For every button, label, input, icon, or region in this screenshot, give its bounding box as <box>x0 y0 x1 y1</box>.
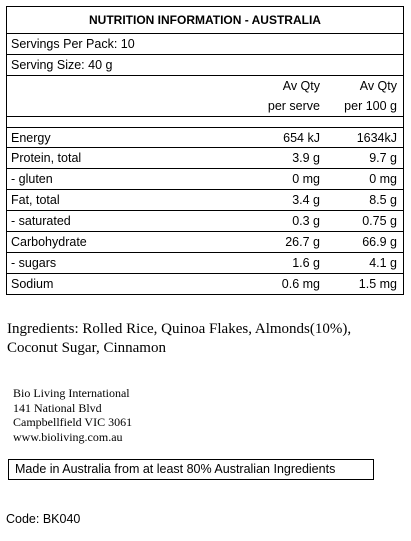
nutrient-name: - saturated <box>11 214 71 228</box>
ingredients-line: Ingredients: Rolled Rice, Quinoa Flakes,… <box>7 321 352 337</box>
nutrient-name: - sugars <box>11 256 57 270</box>
table-row: Energy 654 kJ 1634kJ <box>7 127 403 148</box>
per-serve-value: 1.6 g <box>292 256 320 270</box>
nutrient-name: Sodium <box>11 277 54 291</box>
header-per-100g-line2: per 100 g <box>344 99 397 113</box>
per-100g-value: 8.5 g <box>369 193 397 207</box>
per-100g-value: 9.7 g <box>369 151 397 165</box>
table-row: - sugars 1.6 g 4.1 g <box>7 253 403 274</box>
nutrient-name: Energy <box>11 131 51 145</box>
panel-title: NUTRITION INFORMATION - AUSTRALIA <box>7 7 403 34</box>
ingredients-line: Coconut Sugar, Cinnamon <box>7 340 166 356</box>
header-per-serve-line1: Av Qty <box>282 79 320 93</box>
per-serve-value: 0 mg <box>292 172 320 186</box>
per-serve-value: 654 kJ <box>283 131 320 145</box>
per-100g-value: 4.1 g <box>369 256 397 270</box>
per-100g-value: 0 mg <box>369 172 397 186</box>
website-text: www.bioliving.com.au <box>13 429 123 444</box>
table-row: - saturated 0.3 g 0.75 g <box>7 211 403 232</box>
per-100g-value: 1634kJ <box>356 131 397 145</box>
nutrient-rows: Energy 654 kJ 1634kJ Protein, total 3.9 … <box>7 127 403 295</box>
header-per-serve: Av Qty per serve <box>220 76 320 116</box>
table-row: - gluten 0 mg 0 mg <box>7 169 403 190</box>
suburb-postcode: Campbellfield VIC 3061 <box>13 415 133 429</box>
per-serve-value: 0.3 g <box>292 214 320 228</box>
table-header: Av Qty per serve Av Qty per 100 g <box>7 76 403 117</box>
nutrient-name: - gluten <box>11 172 53 186</box>
table-row: Fat, total 3.4 g 8.5 g <box>7 190 403 211</box>
company-name: Bio Living International <box>13 386 130 400</box>
table-row: Protein, total 3.9 g 9.7 g <box>7 148 403 169</box>
nutrient-name: Carbohydrate <box>11 235 87 249</box>
per-100g-value: 66.9 g <box>362 235 397 249</box>
header-per-serve-line2: per serve <box>267 99 320 113</box>
street-address: 141 National Blvd <box>13 400 102 415</box>
per-100g-value: 1.5 mg <box>358 277 397 291</box>
nutrient-name: Protein, total <box>11 151 82 165</box>
table-row: Sodium 0.6 mg 1.5 mg <box>7 274 403 295</box>
country-of-origin-box: Made in Australia from at least 80% Aust… <box>8 459 374 480</box>
ingredients-text: Ingredients: Rolled Rice, Quinoa Flakes,… <box>7 320 402 358</box>
per-serve-value: 26.7 g <box>285 235 320 249</box>
serving-size: Serving Size: 40 g <box>7 55 403 76</box>
nutrient-name: Fat, total <box>11 193 60 207</box>
nutrition-panel: NUTRITION INFORMATION - AUSTRALIA Servin… <box>6 6 404 295</box>
header-per-100g-line1: Av Qty <box>359 79 397 93</box>
per-serve-value: 3.9 g <box>292 151 320 165</box>
product-code: Code: BK040 <box>6 512 81 526</box>
per-100g-value: 0.75 g <box>362 214 397 228</box>
per-serve-value: 3.4 g <box>292 193 320 207</box>
table-row: Carbohydrate 26.7 g 66.9 g <box>7 232 403 253</box>
servings-per-pack: Servings Per Pack: 10 <box>7 34 403 55</box>
per-serve-value: 0.6 mg <box>281 277 320 291</box>
company-address: Bio Living International 141 National Bl… <box>13 386 132 444</box>
header-per-100g: Av Qty per 100 g <box>317 76 397 116</box>
